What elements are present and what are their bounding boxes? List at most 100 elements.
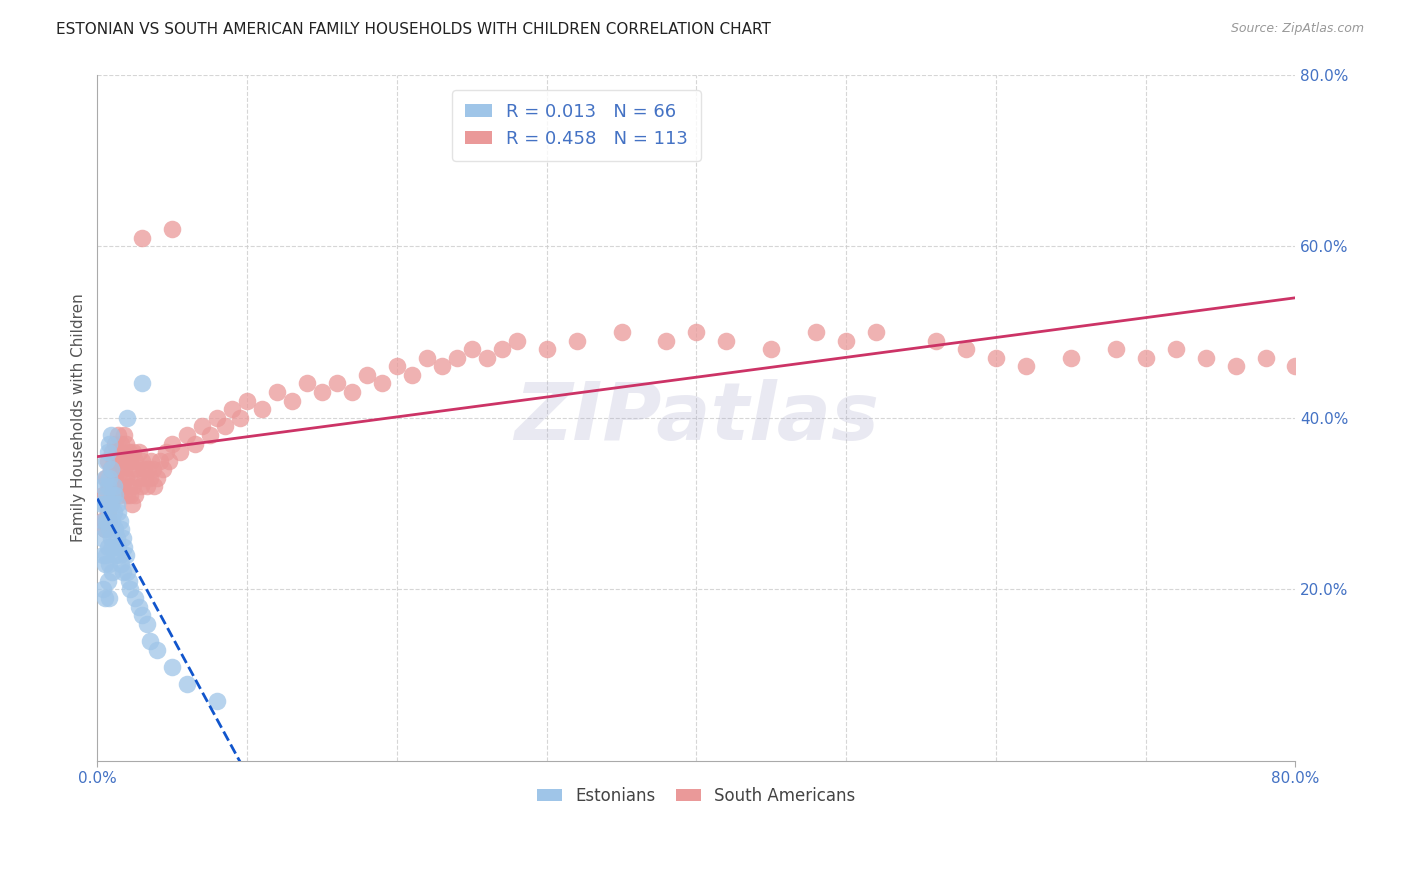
Point xyxy=(139,634,162,648)
Point xyxy=(120,582,142,597)
Point xyxy=(94,522,117,536)
Point xyxy=(104,471,127,485)
Point xyxy=(111,531,134,545)
Point xyxy=(152,462,174,476)
Point xyxy=(104,488,127,502)
Point xyxy=(131,376,153,391)
Point xyxy=(97,505,120,519)
Point xyxy=(169,445,191,459)
Point xyxy=(93,488,115,502)
Point xyxy=(716,334,738,348)
Point xyxy=(1105,342,1128,356)
Point xyxy=(446,351,468,365)
Point xyxy=(105,531,128,545)
Point xyxy=(111,566,134,580)
Point xyxy=(97,514,120,528)
Point xyxy=(128,599,150,614)
Point xyxy=(356,368,378,382)
Text: Source: ZipAtlas.com: Source: ZipAtlas.com xyxy=(1230,22,1364,36)
Point xyxy=(94,591,117,605)
Point xyxy=(461,342,484,356)
Point xyxy=(103,453,125,467)
Text: ESTONIAN VS SOUTH AMERICAN FAMILY HOUSEHOLDS WITH CHILDREN CORRELATION CHART: ESTONIAN VS SOUTH AMERICAN FAMILY HOUSEH… xyxy=(56,22,770,37)
Point xyxy=(111,479,134,493)
Point xyxy=(135,616,157,631)
Point xyxy=(655,334,678,348)
Point xyxy=(110,471,132,485)
Point xyxy=(122,445,145,459)
Point xyxy=(125,462,148,476)
Point xyxy=(124,488,146,502)
Point xyxy=(108,453,131,467)
Point xyxy=(105,479,128,493)
Point xyxy=(131,230,153,244)
Point xyxy=(761,342,783,356)
Point xyxy=(118,479,141,493)
Point xyxy=(98,522,121,536)
Point xyxy=(96,453,118,467)
Point xyxy=(108,548,131,562)
Point xyxy=(94,471,117,485)
Point xyxy=(160,222,183,236)
Point xyxy=(104,436,127,450)
Point xyxy=(120,488,142,502)
Point xyxy=(110,522,132,536)
Point xyxy=(141,453,163,467)
Point xyxy=(94,497,117,511)
Point xyxy=(191,419,214,434)
Point xyxy=(98,497,121,511)
Point xyxy=(416,351,439,365)
Point xyxy=(94,522,117,536)
Point xyxy=(104,548,127,562)
Point xyxy=(90,514,112,528)
Point xyxy=(371,376,394,391)
Point xyxy=(221,402,243,417)
Point xyxy=(110,557,132,571)
Point xyxy=(131,453,153,467)
Point xyxy=(610,325,633,339)
Point xyxy=(107,462,129,476)
Point xyxy=(146,642,169,657)
Point xyxy=(146,471,169,485)
Point xyxy=(385,359,408,374)
Point xyxy=(214,419,236,434)
Point xyxy=(114,548,136,562)
Point xyxy=(139,471,162,485)
Point xyxy=(176,677,198,691)
Point xyxy=(98,471,121,485)
Point xyxy=(236,393,259,408)
Point xyxy=(97,453,120,467)
Point xyxy=(97,574,120,588)
Point xyxy=(176,428,198,442)
Point xyxy=(114,471,136,485)
Point xyxy=(149,453,172,467)
Point xyxy=(110,436,132,450)
Point xyxy=(101,540,124,554)
Point xyxy=(101,479,124,493)
Point xyxy=(128,445,150,459)
Point xyxy=(124,591,146,605)
Point xyxy=(101,514,124,528)
Point xyxy=(121,497,143,511)
Point xyxy=(118,445,141,459)
Point xyxy=(101,566,124,580)
Point xyxy=(685,325,707,339)
Point xyxy=(142,462,165,476)
Point xyxy=(198,428,221,442)
Point xyxy=(865,325,887,339)
Point xyxy=(98,514,121,528)
Point xyxy=(131,608,153,623)
Point xyxy=(100,497,122,511)
Point xyxy=(160,659,183,673)
Point xyxy=(112,462,135,476)
Point xyxy=(565,334,588,348)
Point xyxy=(160,436,183,450)
Point xyxy=(111,445,134,459)
Point xyxy=(93,514,115,528)
Point xyxy=(100,428,122,442)
Point xyxy=(124,453,146,467)
Text: ZIPatlas: ZIPatlas xyxy=(515,379,879,457)
Point xyxy=(295,376,318,391)
Point xyxy=(100,462,122,476)
Point xyxy=(93,548,115,562)
